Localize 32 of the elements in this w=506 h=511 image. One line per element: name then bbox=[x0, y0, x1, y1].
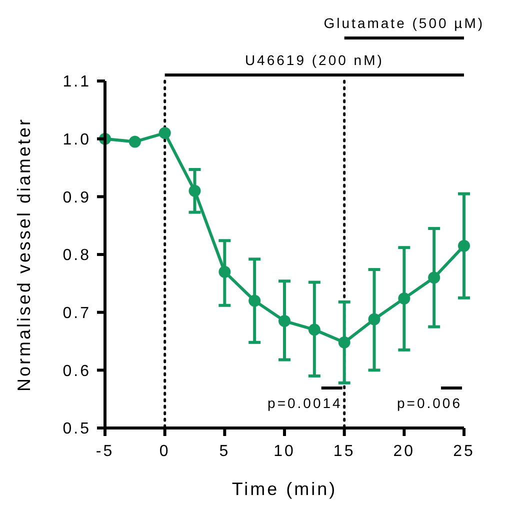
y-tick-label: 0.5 bbox=[62, 420, 91, 438]
text: Glutamate (500 µM) bbox=[324, 15, 485, 31]
point bbox=[398, 292, 410, 304]
text: U46619 (200 nM) bbox=[244, 52, 384, 68]
x-tick-label: -5 bbox=[96, 443, 114, 460]
point bbox=[338, 336, 350, 348]
x-tick-label: 10 bbox=[274, 443, 296, 460]
point bbox=[128, 136, 141, 148]
annotation: p=0.006 bbox=[397, 395, 462, 411]
y-tick-label: 1.0 bbox=[62, 131, 91, 148]
y-tick-label: 0.7 bbox=[62, 304, 91, 322]
y-tick-label: 1.1 bbox=[62, 74, 91, 91]
y-tick-label: 0.8 bbox=[62, 247, 91, 264]
annotation: p=0.0014 bbox=[268, 395, 342, 411]
x-tick-label: 5 bbox=[219, 443, 230, 460]
point bbox=[428, 272, 440, 284]
point bbox=[458, 240, 470, 252]
x-axis-title: Time (min) bbox=[232, 479, 338, 499]
y-axis-title: Normalised vessel diameter bbox=[14, 117, 34, 392]
point bbox=[368, 313, 380, 326]
x-tick-label: 25 bbox=[453, 443, 475, 460]
point bbox=[158, 127, 171, 140]
x-tick-label: 15 bbox=[333, 443, 356, 460]
point bbox=[278, 315, 290, 328]
point bbox=[248, 294, 261, 307]
point bbox=[188, 184, 201, 197]
x-tick-label: 20 bbox=[393, 443, 416, 460]
y-tick-label: 0.9 bbox=[62, 189, 91, 206]
y-tick-label: 0.6 bbox=[62, 362, 91, 380]
x-tick-label: 0 bbox=[159, 443, 170, 460]
point bbox=[218, 266, 231, 278]
point bbox=[308, 324, 320, 336]
